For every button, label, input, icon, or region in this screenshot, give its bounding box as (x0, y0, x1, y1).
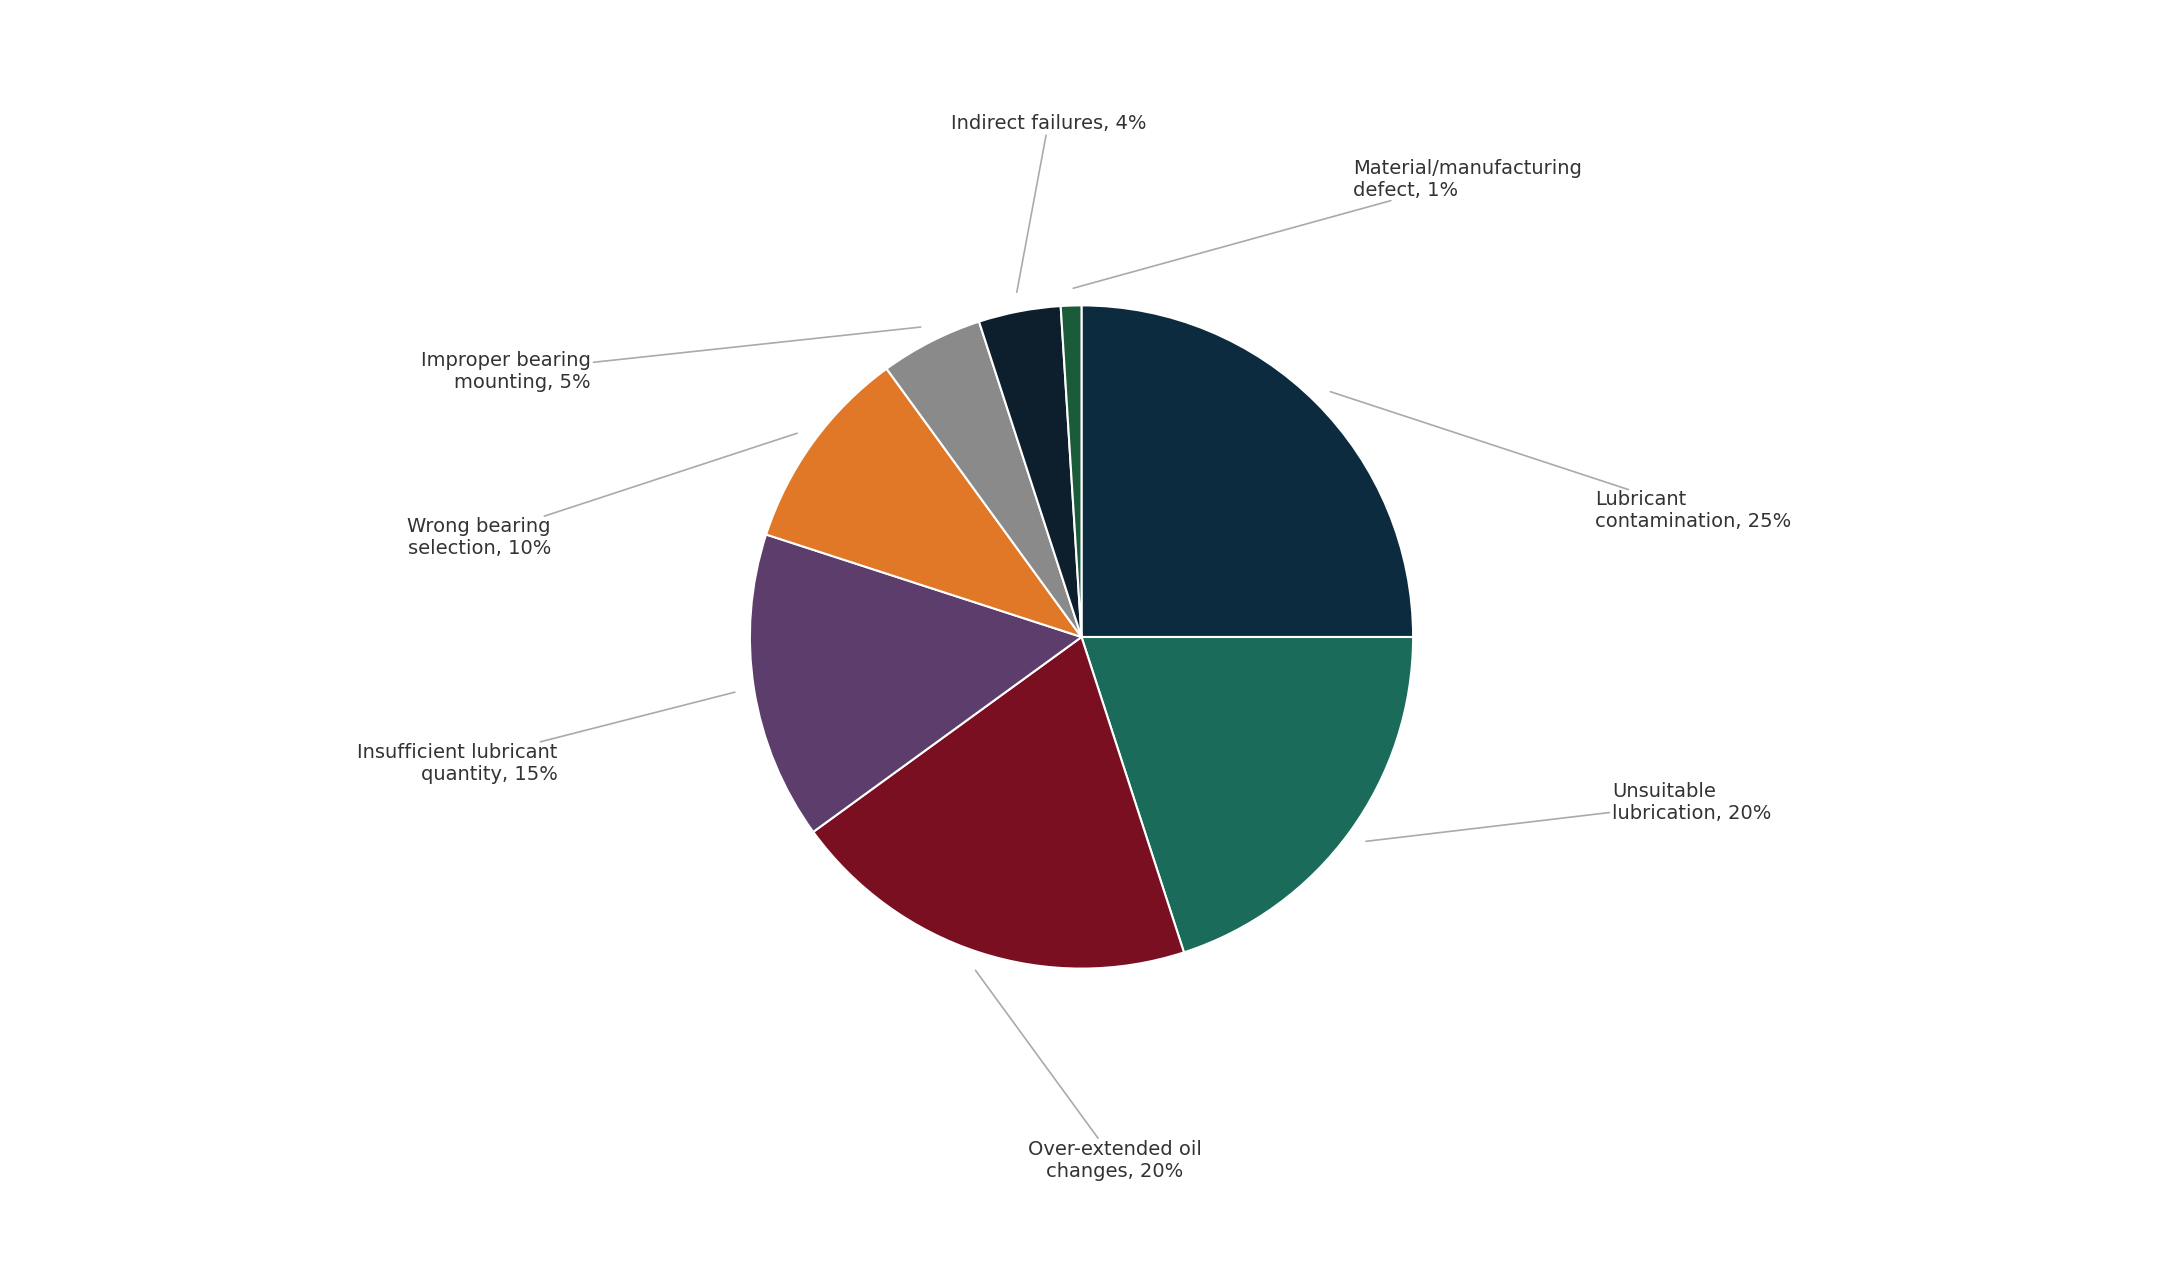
Wedge shape (813, 637, 1183, 968)
Wedge shape (980, 306, 1082, 637)
Text: Indirect failures, 4%: Indirect failures, 4% (950, 113, 1146, 292)
Text: Lubricant
contamination, 25%: Lubricant contamination, 25% (1330, 391, 1791, 531)
Wedge shape (1082, 637, 1412, 953)
Wedge shape (1082, 306, 1412, 637)
Wedge shape (1060, 306, 1082, 637)
Text: Material/manufacturing
defect, 1%: Material/manufacturing defect, 1% (1073, 159, 1583, 288)
Wedge shape (766, 368, 1082, 637)
Text: Insufficient lubricant
quantity, 15%: Insufficient lubricant quantity, 15% (357, 692, 735, 784)
Wedge shape (751, 535, 1082, 832)
Text: Improper bearing
mounting, 5%: Improper bearing mounting, 5% (422, 327, 921, 392)
Text: Wrong bearing
selection, 10%: Wrong bearing selection, 10% (407, 433, 798, 558)
Text: Unsuitable
lubrication, 20%: Unsuitable lubrication, 20% (1367, 782, 1771, 841)
Wedge shape (887, 321, 1082, 637)
Text: Over-extended oil
changes, 20%: Over-extended oil changes, 20% (976, 971, 1203, 1181)
